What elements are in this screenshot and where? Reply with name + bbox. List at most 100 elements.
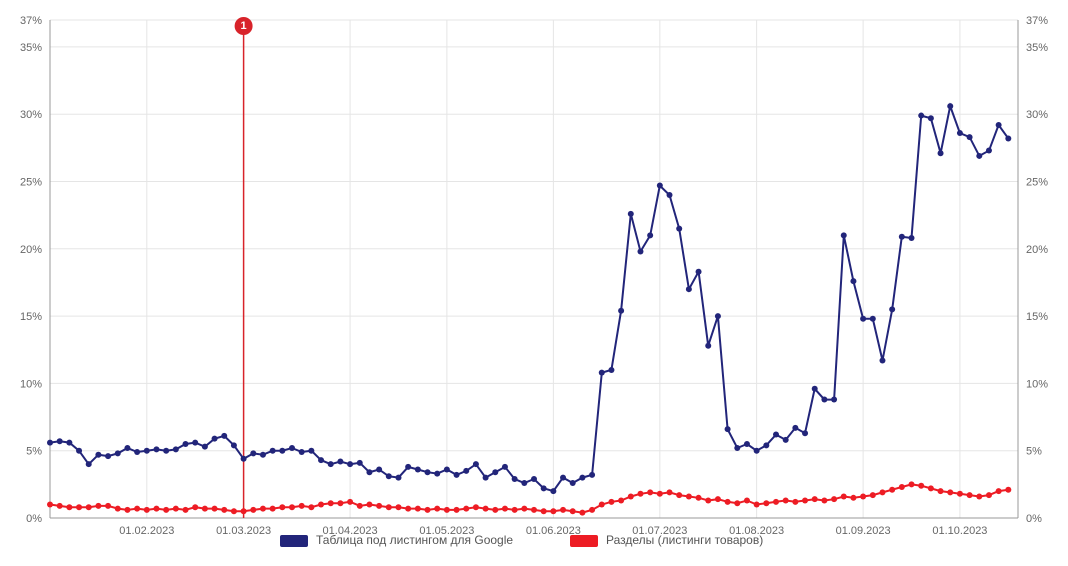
series-marker-0 [918,113,924,119]
series-marker-0 [725,426,731,432]
series-marker-1 [153,506,159,512]
series-marker-0 [463,468,469,474]
series-marker-1 [637,491,643,497]
series-marker-0 [299,449,305,455]
series-marker-0 [163,448,169,454]
y-tick-label-left: 5% [26,446,42,458]
series-marker-0 [976,153,982,159]
series-marker-1 [163,507,169,513]
series-marker-0 [957,130,963,136]
series-marker-0 [647,232,653,238]
legend-label-0[interactable]: Таблица под листингом для Google [316,533,513,547]
legend-swatch-1[interactable] [570,535,598,547]
series-marker-1 [909,481,915,487]
series-marker-0 [783,437,789,443]
series-marker-1 [318,502,324,508]
series-marker-1 [463,506,469,512]
series-marker-1 [66,504,72,510]
series-marker-1 [473,504,479,510]
series-marker-0 [66,440,72,446]
series-marker-0 [744,441,750,447]
series-marker-1 [860,493,866,499]
series-marker-0 [734,445,740,451]
series-marker-1 [870,492,876,498]
series-marker-1 [1005,487,1011,493]
series-marker-1 [105,503,111,509]
series-marker-1 [444,507,450,513]
series-marker-1 [802,498,808,504]
x-tick-label: 01.10.2023 [932,525,987,537]
series-marker-1 [889,487,895,493]
series-marker-0 [347,461,353,467]
series-marker-0 [425,469,431,475]
series-marker-1 [415,506,421,512]
series-marker-1 [618,498,624,504]
series-marker-0 [183,441,189,447]
series-marker-0 [521,480,527,486]
series-marker-0 [366,469,372,475]
series-marker-0 [76,448,82,454]
series-marker-0 [850,278,856,284]
series-marker-1 [502,506,508,512]
y-tick-label-left: 30% [20,109,42,121]
series-marker-1 [657,491,663,497]
series-marker-1 [483,506,489,512]
series-marker-1 [270,506,276,512]
series-marker-0 [415,467,421,473]
series-marker-0 [589,472,595,478]
legend-label-1[interactable]: Разделы (листинги товаров) [606,533,763,547]
series-marker-1 [899,484,905,490]
series-marker-1 [986,492,992,498]
series-marker-0 [386,473,392,479]
series-marker-1 [773,499,779,505]
series-marker-0 [802,430,808,436]
y-tick-label-left: 0% [26,513,42,525]
series-marker-0 [821,397,827,403]
series-marker-0 [47,440,53,446]
series-marker-1 [492,507,498,513]
series-marker-0 [531,476,537,482]
series-marker-1 [754,502,760,508]
series-marker-0 [134,449,140,455]
series-marker-0 [763,442,769,448]
series-marker-0 [434,471,440,477]
series-marker-1 [260,506,266,512]
series-marker-0 [279,448,285,454]
series-marker-0 [1005,135,1011,141]
series-marker-1 [357,503,363,509]
series-marker-1 [725,499,731,505]
series-marker-1 [667,489,673,495]
legend-swatch-0[interactable] [280,535,308,547]
series-marker-0 [928,115,934,121]
series-marker-1 [531,507,537,513]
y-tick-label-left: 10% [20,378,42,390]
series-marker-0 [95,452,101,458]
series-marker-0 [454,472,460,478]
annotation-label: 1 [241,20,247,32]
series-marker-1 [647,489,653,495]
series-marker-1 [231,508,237,514]
series-marker-1 [976,493,982,499]
series-marker-1 [812,496,818,502]
series-marker-0 [221,433,227,439]
series-marker-0 [289,445,295,451]
series-marker-1 [57,503,63,509]
series-marker-0 [444,467,450,473]
series-marker-0 [773,432,779,438]
series-marker-0 [405,464,411,470]
series-marker-0 [115,450,121,456]
y-tick-label-right: 15% [1026,311,1048,323]
series-marker-0 [860,316,866,322]
series-marker-0 [153,446,159,452]
series-marker-1 [947,489,953,495]
series-marker-1 [395,504,401,510]
series-marker-1 [696,495,702,501]
series-marker-1 [938,488,944,494]
y-tick-label-right: 0% [1026,513,1042,525]
series-marker-1 [831,496,837,502]
series-marker-0 [870,316,876,322]
series-marker-0 [241,456,247,462]
series-marker-1 [734,500,740,506]
series-marker-1 [221,507,227,513]
series-marker-1 [879,489,885,495]
